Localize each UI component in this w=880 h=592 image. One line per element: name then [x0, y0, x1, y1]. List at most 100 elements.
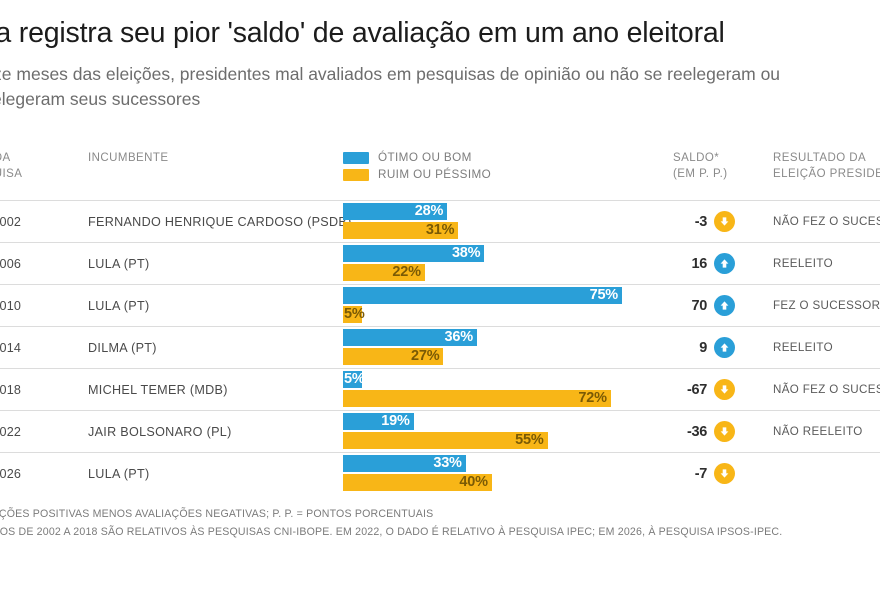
bar-good-line: 5%: [343, 370, 673, 388]
bar-good: 33%: [343, 454, 466, 472]
poll-date-label: AGO/2002: [0, 214, 22, 229]
cell-incumbent: LULA (PT): [88, 467, 343, 481]
legend-label-ruim-pessimo: RUIM OU PÉSSIMO: [378, 168, 492, 181]
cell-poll-date: AGO/2022: [0, 425, 88, 439]
bar-bad: 40%: [343, 473, 492, 491]
election-result-label: NÃO FEZ O SUCESSOR: [773, 215, 880, 228]
cell-election-result: FEZ O SUCESSOR: [773, 299, 880, 312]
bar-bad: 55%: [343, 431, 548, 449]
bar-good-value: 75%: [589, 287, 619, 303]
bar-good-value: 19%: [381, 413, 410, 429]
cell-bars: 36% 27%: [343, 328, 673, 367]
legend-swatch-blue-icon: [343, 151, 369, 164]
cell-election-result: NÃO REELEITO: [773, 425, 880, 438]
table-row: AGO/2014 DILMA (PT) 36%27% 9 REELEITO: [0, 326, 880, 368]
bar-bad-value: 5%: [344, 306, 365, 322]
cell-poll-date: AGO/2002: [0, 215, 88, 229]
cell-incumbent: DILMA (PT): [88, 341, 343, 355]
arrow-down-icon: [714, 379, 735, 400]
cell-bars: 5% 72%: [343, 370, 673, 409]
cell-poll-date: AGO/2026: [0, 467, 88, 481]
incumbent-label: MICHEL TEMER (MDB): [88, 382, 228, 397]
bar-bad-value: 55%: [515, 432, 544, 448]
cell-election-result: NÃO FEZ O SUCESSOR: [773, 383, 880, 396]
bar-good: 5%: [343, 370, 365, 388]
incumbent-label: LULA (PT): [88, 298, 150, 313]
cell-saldo: 16: [673, 253, 773, 274]
column-header-incumbent-label: INCUMBENTE: [88, 152, 169, 164]
table-row: AGO/2026LULA (PT)33%40%-7: [0, 452, 880, 494]
cell-incumbent: MICHEL TEMER (MDB): [88, 383, 343, 397]
bar-good-line: 75%: [343, 286, 673, 304]
election-result-label: NÃO REELEITO: [773, 425, 863, 438]
arrow-up-icon: [714, 337, 735, 358]
cell-poll-date: AGO/2010: [0, 299, 88, 313]
arrow-down-icon: [714, 211, 735, 232]
footnote-1: *AVALIAÇÕES POSITIVAS MENOS AVALIAÇÕES N…: [0, 508, 434, 520]
column-header-incumbent: INCUMBENTE: [88, 150, 343, 166]
column-header-result: RESULTADO DA ELEIÇÃO PRESIDENCIAL: [773, 150, 880, 182]
cell-saldo: 70: [673, 295, 773, 316]
column-header-date-line1: DATA DA: [0, 152, 11, 164]
legend-label-otimo-bom: ÓTIMO OU BOM: [378, 151, 472, 164]
page-title: Lula registra seu pior 'saldo' de avalia…: [0, 17, 725, 49]
bar-bad-line: 72%: [343, 389, 673, 407]
legend-item-ruim-pessimo: RUIM OU PÉSSIMO: [343, 168, 673, 181]
saldo-value: 70: [691, 297, 707, 314]
bar-bad: 31%: [343, 221, 459, 239]
arrow-up-icon: [714, 295, 735, 316]
incumbent-label: LULA (PT): [88, 466, 150, 481]
cell-incumbent: FERNANDO HENRIQUE CARDOSO (PSDB): [88, 215, 351, 229]
bar-good-value: 33%: [433, 455, 462, 471]
bar-good-value: 36%: [444, 329, 473, 345]
page-subtitle: A onze meses das eleições, presidentes m…: [0, 62, 880, 112]
table-row: AGO/2006 LULA (PT) 38% 22% 16 REELEITO: [0, 242, 880, 284]
column-header-saldo-line2: (EM P. P.): [673, 168, 728, 180]
bar-group: 19% 55%: [343, 412, 673, 451]
bar-bad-line: 22%: [343, 263, 673, 281]
cell-bars: 28% 31%: [343, 202, 673, 241]
poll-date-label: AGO/2006: [0, 256, 22, 271]
footnote-2: OS DADOS DE 2002 A 2018 SÃO RELATIVOS ÀS…: [0, 526, 783, 538]
bar-group: 33% 40%: [343, 454, 673, 493]
subtitle-line-1: A onze meses das eleições, presidentes m…: [0, 64, 781, 84]
cell-poll-date: AGO/2018: [0, 383, 88, 397]
bar-good: 75%: [343, 286, 622, 304]
bar-good-value: 5%: [344, 371, 365, 387]
incumbent-label: JAIR BOLSONARO (PL): [88, 424, 232, 439]
bar-good-line: 33%: [343, 454, 673, 472]
cell-bars: 75% 5%: [343, 286, 673, 325]
bar-good-line: 38%: [343, 244, 673, 262]
saldo-value: -36: [686, 423, 707, 440]
saldo-value: 9: [699, 339, 707, 356]
bar-bad-line: 31%: [343, 221, 673, 239]
table-header-row: DATA DA PESQUISA INCUMBENTE ÓTIMO OU BOM…: [0, 138, 880, 200]
arrow-down-icon: [714, 421, 735, 442]
bar-bad-value: 22%: [392, 264, 421, 280]
bar-bad: 5%: [343, 305, 365, 323]
bar-bad-value: 27%: [411, 348, 440, 364]
cell-election-result: REELEITO: [773, 257, 880, 270]
table-row: AGO/2022 JAIR BOLSONARO (PL) 19% 55% -36 NÃO …: [0, 410, 880, 452]
cell-saldo: 9: [673, 337, 773, 358]
poll-date-label: AGO/2018: [0, 382, 22, 397]
saldo-value: -7: [694, 465, 708, 482]
cell-saldo: -36: [673, 421, 773, 442]
election-result-label: REELEITO: [773, 341, 833, 354]
bar-group: 38% 22%: [343, 244, 673, 283]
election-result-label: REELEITO: [773, 257, 833, 270]
bar-group: 28% 31%: [343, 202, 673, 241]
cell-incumbent: JAIR BOLSONARO (PL): [88, 425, 343, 439]
poll-date-label: AGO/2026: [0, 466, 22, 481]
bar-good-value: 38%: [451, 245, 481, 261]
column-header-saldo-line1: SALDO*: [673, 152, 720, 164]
cell-election-result: NÃO FEZ O SUCESSOR: [773, 215, 880, 228]
bar-good: 19%: [343, 412, 414, 430]
incumbent-label: DILMA (PT): [88, 340, 157, 355]
saldo-value: -3: [694, 213, 708, 230]
bar-bad: 72%: [343, 389, 611, 407]
subtitle-line-2: não elegeram seus sucessores: [0, 89, 201, 109]
arrow-up-icon: [714, 253, 735, 274]
bar-bad-line: 40%: [343, 473, 673, 491]
cell-bars: 19% 55%: [343, 412, 673, 451]
